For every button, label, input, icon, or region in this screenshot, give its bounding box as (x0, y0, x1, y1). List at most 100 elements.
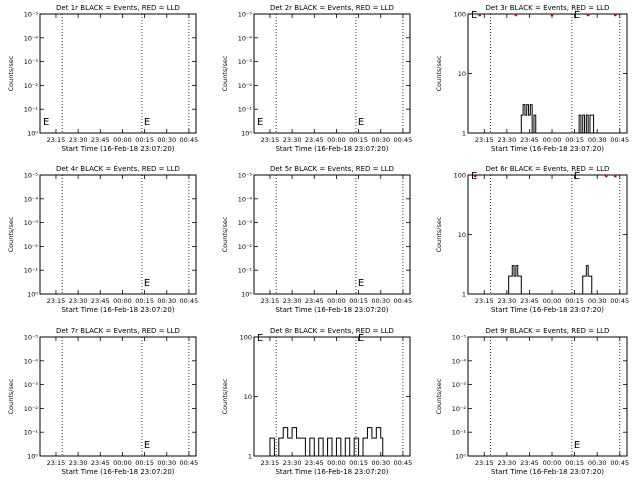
y-tick-label: 10⁻⁴ (24, 34, 39, 42)
event-marker-label: E (257, 333, 263, 344)
panel-title: Det 5r BLACK = Events, RED = LLD (270, 165, 394, 173)
y-tick-label: 10⁻⁴ (452, 357, 467, 365)
event-marker-label: E (471, 10, 477, 21)
lld-point (613, 13, 617, 17)
x-tick-label: 23:30 (69, 459, 88, 467)
x-tick-label: 00:00 (543, 297, 562, 305)
event-marker-label: E (358, 117, 364, 128)
y-tick-label: 10⁻² (238, 243, 253, 251)
x-axis-label: Start Time (16-Feb-18 23:07:20) (275, 306, 388, 314)
y-axis-label: Counts/sec (7, 216, 15, 252)
x-tick-label: 00:15 (135, 297, 154, 305)
x-tick-label: 23:15 (261, 297, 280, 305)
x-tick-label: 00:45 (610, 297, 629, 305)
events-series-line (506, 265, 594, 295)
lld-point (613, 174, 617, 178)
y-tick-label: 10⁰ (27, 291, 38, 299)
y-tick-label: 1 (248, 453, 252, 461)
panel-title: Det 4r BLACK = Events, RED = LLD (56, 165, 180, 173)
x-tick-label: 23:45 (520, 459, 539, 467)
y-tick-label: 10⁻³ (24, 381, 39, 389)
y-tick-label: 10⁻¹ (24, 106, 39, 114)
x-axis-label: Start Time (16-Feb-18 23:07:20) (275, 145, 388, 153)
y-tick-label: 10⁰ (241, 130, 252, 138)
x-tick-label: 23:45 (91, 297, 110, 305)
panel-det-5r: Det 5r BLACK = Events, RED = LLD 23:15 23:… (221, 165, 412, 314)
y-tick-label: 10⁻³ (24, 219, 39, 227)
y-axis-label: Counts/sec (7, 378, 15, 414)
y-tick-label: 10 (458, 231, 466, 239)
y-tick-label: 10⁰ (27, 130, 38, 138)
x-tick-label: 00:00 (543, 136, 562, 144)
event-marker-label: E (574, 440, 580, 451)
x-tick-label: 00:45 (394, 136, 413, 144)
x-tick-label: 00:45 (180, 297, 199, 305)
plot-frame (467, 13, 628, 134)
y-tick-label: 10⁻² (24, 82, 39, 90)
y-tick-label: 1 (462, 291, 466, 299)
y-tick-label: 10⁻² (452, 405, 467, 413)
y-tick-label: 10⁻² (238, 82, 253, 90)
x-tick-label: 00:15 (349, 297, 368, 305)
x-tick-label: 23:30 (283, 297, 302, 305)
x-tick-label: 00:00 (113, 459, 132, 467)
plot-frame (467, 174, 628, 295)
event-marker-label: E (144, 278, 150, 289)
event-marker-label: E (43, 117, 49, 128)
y-axis-label: Counts/sec (435, 216, 443, 252)
x-tick-label: 23:45 (305, 459, 324, 467)
lld-point (514, 13, 518, 17)
x-tick-label: 23:15 (47, 136, 66, 144)
y-tick-label: 1 (462, 130, 466, 138)
y-axis-label: Counts/sec (435, 378, 443, 414)
x-tick-label: 00:15 (565, 459, 584, 467)
x-tick-label: 23:15 (47, 459, 66, 467)
y-tick-label: 10 (244, 393, 252, 401)
panel-title: Det 2r BLACK = Events, RED = LLD (270, 4, 394, 12)
x-tick-label: 00:15 (135, 459, 154, 467)
y-tick-label: 10⁻⁵ (452, 334, 467, 342)
x-tick-label: 23:15 (261, 459, 280, 467)
plot-frame (253, 174, 411, 295)
x-tick-label: 23:30 (69, 136, 88, 144)
x-axis-label: Start Time (16-Feb-18 23:07:20) (491, 145, 604, 153)
x-axis-label: Start Time (16-Feb-18 23:07:20) (275, 468, 388, 476)
x-tick-label: 23:15 (475, 459, 494, 467)
x-tick-label: 00:00 (327, 459, 346, 467)
x-tick-label: 00:00 (113, 136, 132, 144)
plot-frame (467, 336, 628, 457)
x-tick-label: 23:45 (91, 136, 110, 144)
x-tick-label: 00:15 (349, 136, 368, 144)
lld-point (473, 174, 477, 178)
lld-point (604, 174, 608, 178)
y-tick-label: 10⁻² (24, 243, 39, 251)
x-axis-label: Start Time (16-Feb-18 23:07:20) (491, 306, 604, 314)
x-tick-label: 00:45 (394, 297, 413, 305)
y-axis-label: Counts/sec (221, 55, 229, 91)
x-tick-label: 00:30 (157, 136, 176, 144)
y-axis-label: Counts/sec (221, 378, 229, 414)
event-marker-label: E (471, 171, 477, 182)
x-tick-label: 23:15 (475, 297, 494, 305)
x-tick-label: 23:15 (261, 136, 280, 144)
y-tick-label: 10⁻⁴ (238, 195, 253, 203)
panel-det-2r: Det 2r BLACK = Events, RED = LLD 23:15 23:… (221, 4, 412, 153)
y-tick-label: 10⁻¹ (452, 429, 467, 437)
event-marker-label: E (574, 171, 580, 182)
y-tick-label: 10⁻² (24, 405, 39, 413)
panel-title: Det 8r BLACK = Events, RED = LLD (270, 327, 394, 335)
x-tick-label: 00:45 (610, 136, 629, 144)
x-tick-label: 00:30 (371, 297, 390, 305)
x-tick-label: 00:45 (610, 459, 629, 467)
y-tick-label: 10⁻⁵ (24, 172, 39, 180)
x-tick-label: 00:30 (157, 297, 176, 305)
x-tick-label: 00:30 (371, 459, 390, 467)
x-tick-label: 23:30 (283, 136, 302, 144)
event-marker-label: E (257, 117, 263, 128)
plot-frame (39, 13, 197, 134)
x-tick-label: 00:00 (113, 297, 132, 305)
x-tick-label: 00:00 (327, 136, 346, 144)
